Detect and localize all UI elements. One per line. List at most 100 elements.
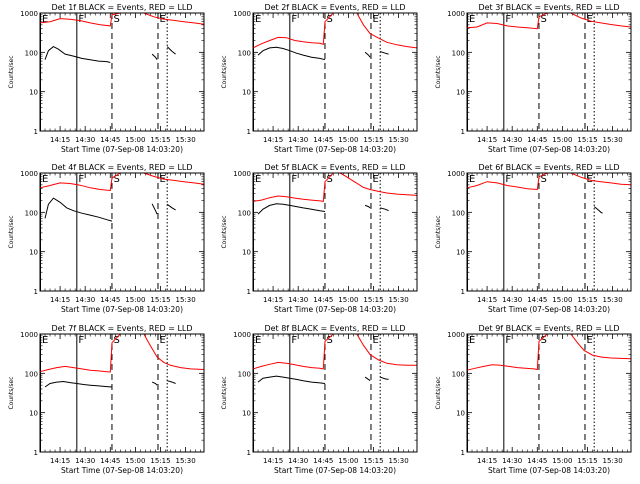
event-marker-label: E — [159, 335, 165, 346]
events-series-line — [364, 204, 371, 209]
plot-frame — [39, 172, 205, 292]
x-tick-label: 15:30 — [175, 457, 195, 465]
x-tick-label: 15:00 — [338, 136, 358, 144]
event-marker-label: E — [159, 174, 165, 185]
events-series-line — [166, 46, 176, 55]
x-tick-label: 15:00 — [338, 457, 358, 465]
x-tick-label: 15:15 — [577, 136, 597, 144]
x-tick-label: 14:15 — [50, 296, 70, 304]
y-axis-label: Counts/sec — [8, 55, 15, 88]
x-tick-label: 14:45 — [313, 457, 333, 465]
x-tick-label: 15:30 — [602, 136, 622, 144]
plot-frame — [466, 172, 632, 292]
event-marker-label: S — [326, 174, 332, 185]
x-tick-label: 14:15 — [263, 457, 283, 465]
event-marker-label: E — [372, 14, 378, 25]
event-marker-label: F — [505, 174, 511, 185]
x-tick-label: 14:45 — [313, 136, 333, 144]
y-tick-label: 1000 — [233, 170, 251, 178]
events-series-line — [44, 46, 111, 63]
x-tick-label: 15:30 — [388, 136, 408, 144]
detector-panel: Det 6f BLACK = Events, RED = LLD Counts/s… — [435, 163, 632, 314]
detector-panel: Det 1f BLACK = Events, RED = LLD Counts/s… — [8, 3, 205, 154]
plot-frame — [39, 12, 205, 132]
y-tick-label: 1000 — [233, 331, 251, 339]
x-tick-label: 15:00 — [552, 136, 572, 144]
event-marker-label: E — [586, 14, 592, 25]
lld-series-line — [143, 12, 205, 25]
events-series-line — [257, 375, 326, 384]
event-marker-label: F — [291, 335, 297, 346]
x-tick-label: 14:15 — [50, 136, 70, 144]
lld-series-line — [252, 172, 334, 202]
x-tick-label: 15:00 — [552, 296, 572, 304]
x-axis-label: Start Time (07-Sep-08 14:03:20) — [61, 145, 183, 154]
y-tick-label: 1 — [247, 449, 251, 457]
y-tick-label: 1 — [34, 449, 38, 457]
event-marker-label: S — [540, 174, 546, 185]
y-tick-label: 100 — [25, 49, 38, 57]
y-tick-label: 100 — [452, 370, 465, 378]
x-tick-label: 14:45 — [313, 296, 333, 304]
y-axis-label: Counts/sec — [8, 376, 15, 409]
y-tick-label: 100 — [238, 49, 251, 57]
event-marker-label: F — [505, 335, 511, 346]
y-tick-label: 1000 — [447, 170, 465, 178]
y-tick-label: 10 — [456, 89, 465, 97]
x-tick-label: 14:45 — [527, 136, 547, 144]
lld-series-line — [143, 333, 205, 370]
events-series-line — [151, 53, 158, 60]
y-tick-label: 100 — [25, 370, 38, 378]
y-tick-label: 10 — [456, 249, 465, 257]
detector-panel: Det 2f BLACK = Events, RED = LLD Counts/s… — [221, 3, 418, 154]
x-tick-label: 14:30 — [288, 457, 308, 465]
panel-title: Det 7f BLACK = Events, RED = LLD — [51, 324, 192, 333]
lld-series-line — [356, 333, 417, 366]
x-tick-label: 14:45 — [527, 296, 547, 304]
event-marker-label: E — [255, 14, 261, 25]
detector-panel: Det 4f BLACK = Events, RED = LLD Counts/s… — [8, 163, 205, 314]
panel-title: Det 9f BLACK = Events, RED = LLD — [478, 324, 619, 333]
x-tick-label: 15:30 — [602, 457, 622, 465]
event-marker-label: E — [42, 14, 48, 25]
events-series-line — [593, 206, 603, 214]
lld-series-line — [466, 12, 548, 30]
x-tick-label: 14:45 — [100, 457, 120, 465]
y-axis-label: Counts/sec — [221, 215, 228, 248]
lld-series-line — [39, 12, 121, 27]
event-marker-label: F — [78, 14, 84, 25]
x-tick-label: 14:30 — [502, 296, 522, 304]
event-marker-label: F — [78, 335, 84, 346]
y-tick-label: 10 — [242, 249, 251, 257]
lld-series-line — [466, 333, 548, 371]
event-marker-label: S — [113, 174, 119, 185]
y-axis-label: Counts/sec — [8, 215, 15, 248]
event-marker-label: E — [586, 335, 592, 346]
panel-title: Det 2f BLACK = Events, RED = LLD — [264, 3, 405, 12]
y-tick-label: 1000 — [20, 331, 38, 339]
event-marker-label: S — [113, 14, 119, 25]
lld-series-line — [143, 172, 205, 185]
x-tick-label: 15:15 — [150, 296, 170, 304]
events-series-line — [257, 46, 326, 61]
y-tick-label: 1000 — [20, 10, 38, 18]
lld-series-line — [339, 172, 418, 196]
panel-title: Det 8f BLACK = Events, RED = LLD — [264, 324, 405, 333]
x-tick-label: 15:15 — [577, 457, 597, 465]
x-tick-label: 15:00 — [125, 136, 145, 144]
x-tick-label: 15:15 — [363, 136, 383, 144]
y-tick-label: 1 — [34, 288, 38, 296]
panel-title: Det 6f BLACK = Events, RED = LLD — [478, 163, 619, 172]
y-tick-label: 1000 — [233, 10, 251, 18]
lld-series-line — [39, 172, 121, 192]
x-tick-label: 15:30 — [388, 457, 408, 465]
y-tick-label: 1000 — [447, 10, 465, 18]
event-marker-label: E — [372, 335, 378, 346]
lld-series-line — [570, 333, 632, 360]
x-tick-label: 14:30 — [75, 457, 95, 465]
event-marker-label: E — [469, 335, 475, 346]
y-tick-label: 1 — [461, 449, 465, 457]
y-tick-label: 10 — [456, 410, 465, 418]
x-tick-label: 14:15 — [477, 136, 497, 144]
